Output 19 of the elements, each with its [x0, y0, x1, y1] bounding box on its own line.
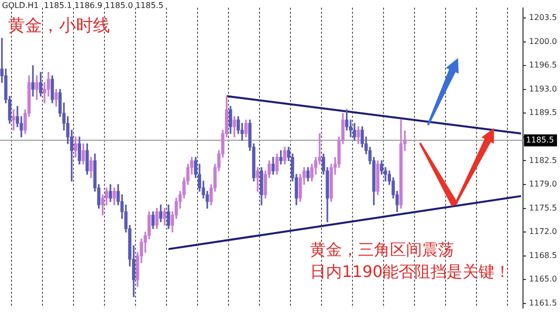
annotation: GOLD.H1 1185.1 1186.9 1185.0 1185.5	[2, 1, 164, 10]
y-tick-label: 1193.0	[529, 84, 558, 94]
y-tick-label: 1161.5	[529, 298, 558, 308]
y-tick-label: 1196.5	[529, 60, 558, 70]
candlestick	[12, 109, 16, 130]
annotation: 黄金，三角区间震荡	[310, 240, 454, 261]
ref-line-label: 1185.5	[526, 135, 554, 144]
y-tick-label: 1172.0	[529, 227, 558, 236]
text: 黄金，小时线	[8, 15, 110, 37]
y-tick-label: 1182.5	[529, 156, 558, 165]
y-tick-label: 1168.5	[529, 250, 558, 260]
annotation: 日内1190能否阻挡是关键！	[310, 262, 511, 283]
candlestick	[31, 65, 35, 96]
y-tick-label: 1165.0	[529, 274, 558, 284]
y-tick-label: 1179.0	[529, 180, 558, 189]
y-tick-label: 1189.5	[529, 108, 558, 118]
y-tick-label: 1203.5	[529, 13, 558, 22]
y-tick-label: 1200.0	[529, 36, 558, 46]
y-tick-label: 1175.5	[529, 203, 558, 212]
